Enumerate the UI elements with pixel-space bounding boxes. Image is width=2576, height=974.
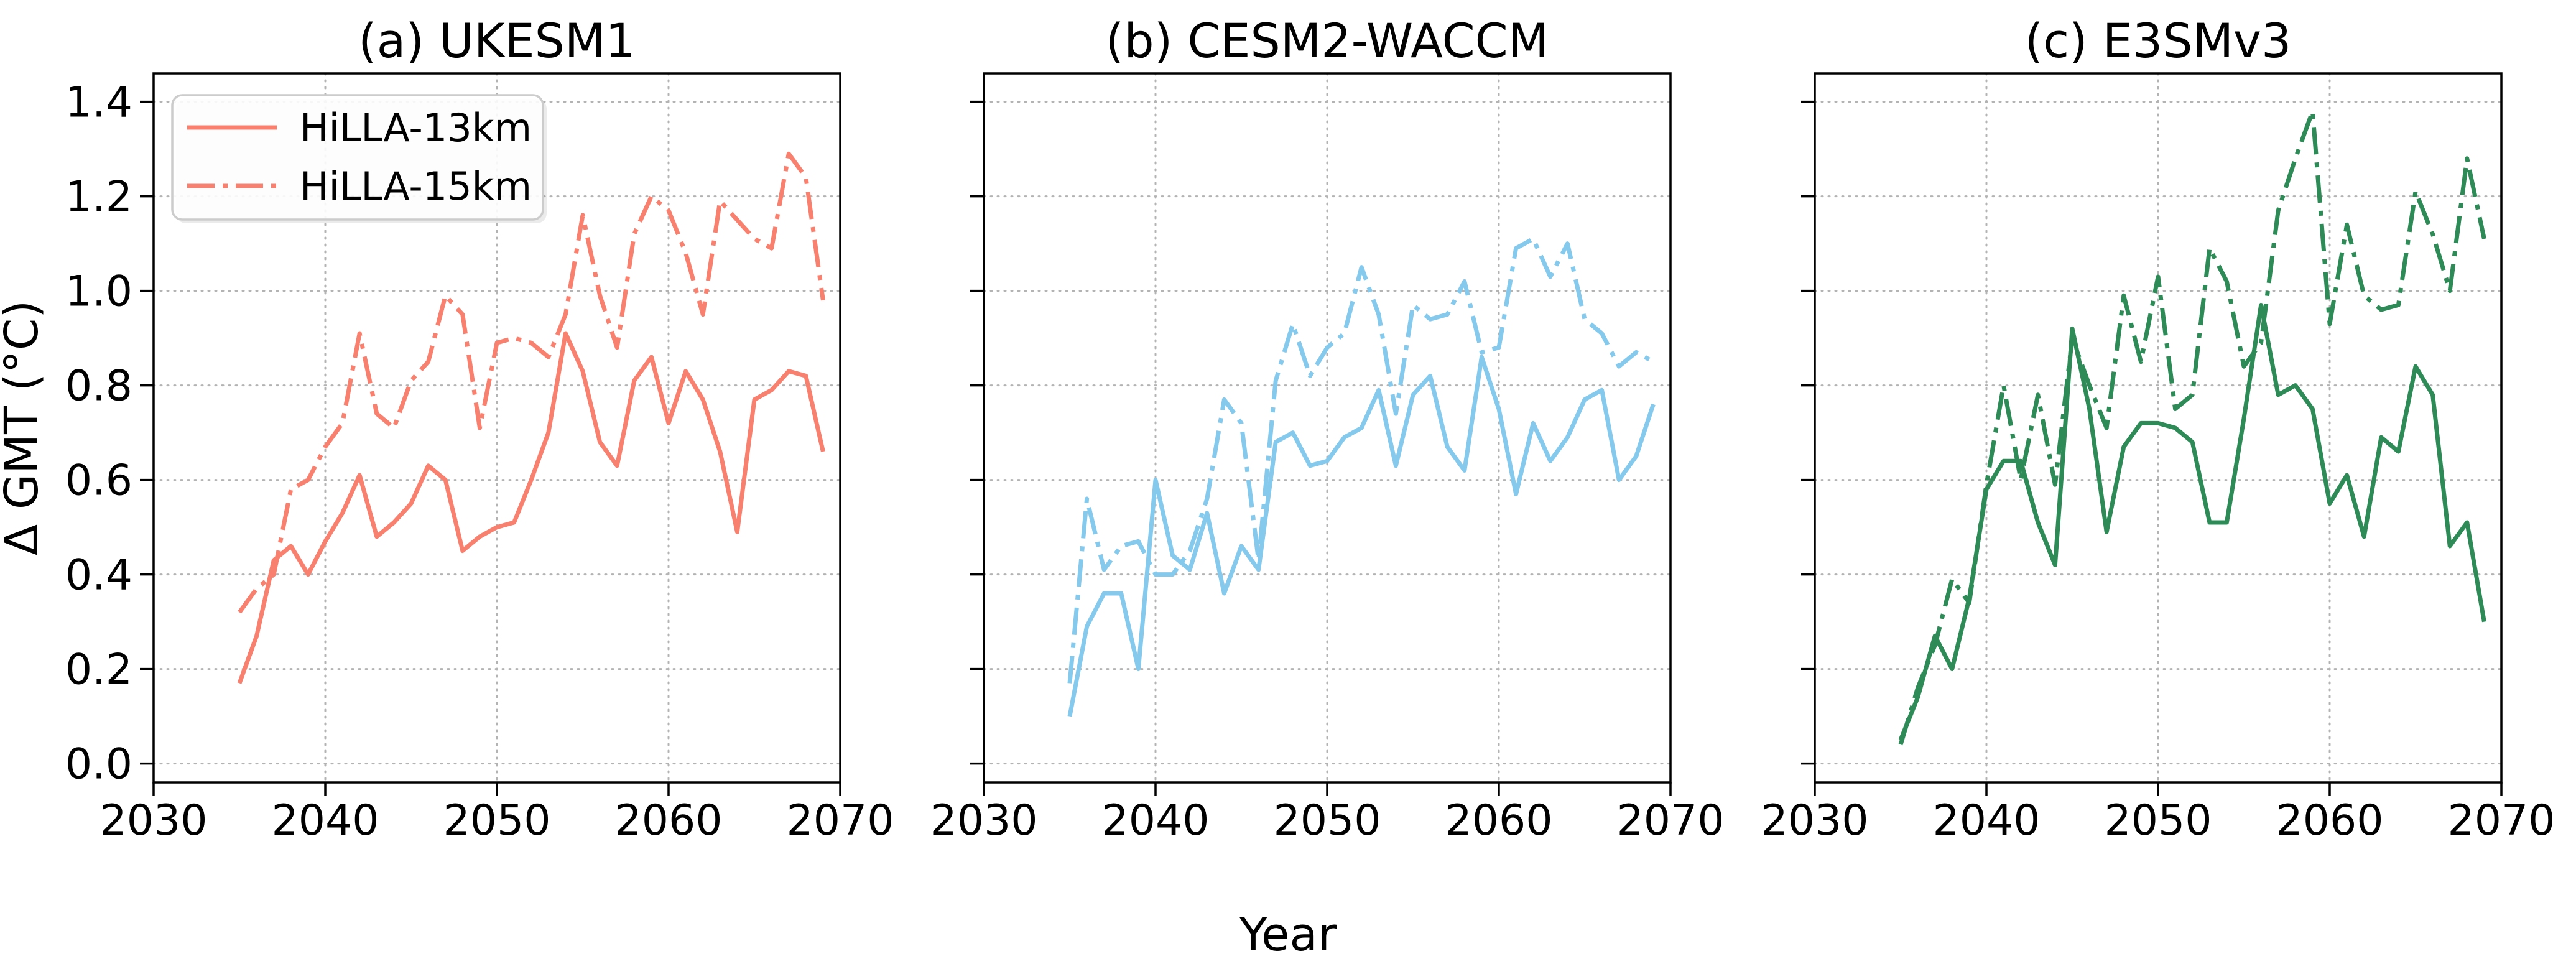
x-tick-label: 2030: [930, 796, 1037, 845]
series-line-hilla-15km: [1067, 236, 1655, 684]
x-tick-label: 2040: [1101, 796, 1209, 845]
x-tick-label: 2030: [1761, 796, 1868, 845]
series-line-hilla-15km: [238, 151, 825, 614]
y-tick-label: 0.8: [65, 362, 132, 411]
y-tick-label: 1.0: [65, 267, 132, 317]
y-tick-label: 1.4: [65, 78, 132, 128]
y-tick-label: 0.6: [65, 457, 132, 506]
series-line-hilla-13km: [1067, 355, 1656, 717]
x-tick-label: 2050: [443, 796, 550, 845]
series-line-hilla-13km: [237, 331, 825, 684]
x-tick-label: 2030: [100, 796, 207, 845]
legend-label: HiLLA-15km: [300, 164, 532, 209]
x-tick-label: 2070: [786, 796, 894, 845]
x-tick-label: 2050: [1273, 796, 1381, 845]
x-tick-label: 2060: [2276, 796, 2383, 845]
legend-label: HiLLA-13km: [300, 105, 532, 151]
x-tick-label: 2070: [1616, 796, 1724, 845]
y-tick-label: 0.0: [65, 740, 132, 789]
x-tick-label: 2070: [2447, 796, 2555, 845]
x-tick-label: 2060: [1445, 796, 1552, 845]
x-tick-label: 2040: [1932, 796, 2040, 845]
panel-title: (a) UKESM1: [358, 13, 636, 68]
panel-title: (b) CESM2-WACCM: [1106, 13, 1549, 68]
y-tick-label: 0.2: [65, 646, 132, 695]
series-line-hilla-15km: [1898, 109, 2486, 746]
x-tick-label: 2040: [271, 796, 379, 845]
panel-title: (c) E3SMv3: [2025, 13, 2292, 68]
y-tick-label: 0.4: [65, 551, 132, 600]
x-axis-label: Year: [1239, 908, 1337, 962]
y-axis-label: Δ GMT (°C): [0, 300, 49, 555]
x-tick-label: 2050: [2104, 796, 2212, 845]
series-line-hilla-13km: [1898, 302, 2486, 741]
x-tick-label: 2060: [614, 796, 722, 845]
y-tick-label: 1.2: [65, 173, 132, 222]
